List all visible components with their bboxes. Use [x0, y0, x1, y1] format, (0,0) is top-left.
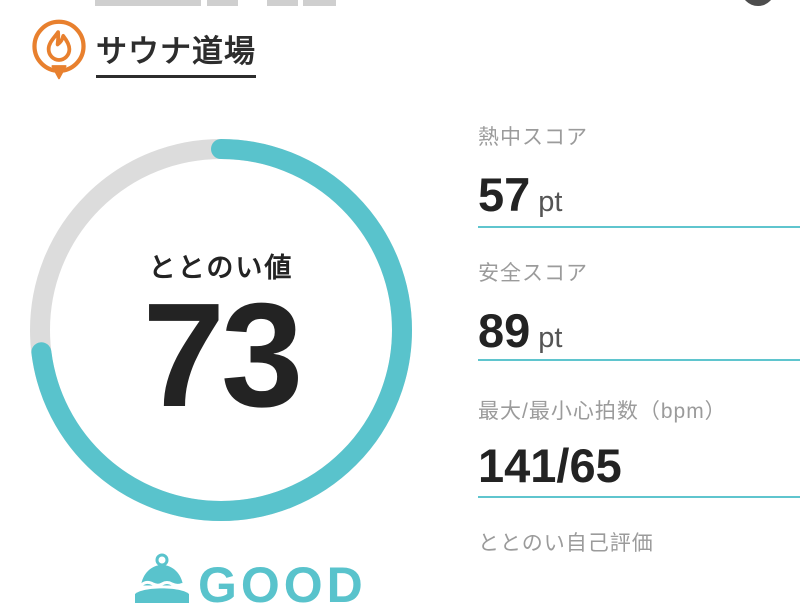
divider: [478, 226, 800, 228]
gauge-arc: [30, 139, 412, 521]
flame-pin-icon: [32, 19, 86, 80]
stat-number: 89: [478, 304, 531, 357]
stat-number: 57: [478, 168, 531, 221]
app-title[interactable]: サウナ道場: [96, 26, 256, 78]
stat-label-self-rating: ととのい自己評価: [478, 532, 654, 555]
sauna-hat-icon: [135, 553, 189, 603]
stat-value-heart-rate: 141/65: [478, 442, 622, 489]
top-right-cutoff-button[interactable]: [741, 0, 775, 6]
divider: [478, 359, 800, 361]
stat-unit: pt: [538, 322, 563, 354]
totonoi-gauge: [30, 139, 412, 521]
stat-label-heart-rate: 最大/最小心拍数（bpm）: [478, 400, 727, 423]
top-cutoff-text-remnant: [207, 0, 238, 6]
gauge-label: ととのい値: [148, 253, 294, 283]
rating-text: GOOD: [198, 557, 367, 613]
top-cutoff-text-remnant: [303, 0, 336, 6]
top-cutoff-text-remnant: [95, 0, 201, 6]
stat-unit: pt: [538, 186, 563, 218]
stat-value-safety-score: 89 pt: [478, 307, 562, 354]
top-cutoff-text-remnant: [267, 0, 298, 6]
stat-value-heat-score: 57 pt: [478, 171, 562, 218]
stat-number: 141/65: [478, 439, 622, 492]
divider: [478, 496, 800, 498]
stat-label-heat-score: 熱中スコア: [478, 126, 588, 149]
stat-label-safety-score: 安全スコア: [478, 262, 588, 285]
gauge-value: 73: [142, 273, 304, 438]
